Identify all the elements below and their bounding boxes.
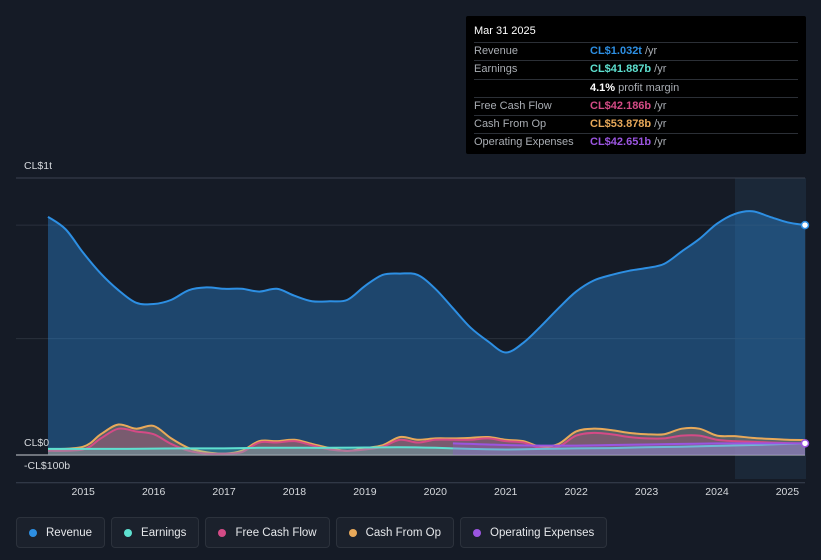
y-tick-label-top: CL$1t (24, 160, 53, 172)
x-tick-label: 2018 (283, 486, 307, 498)
x-tick-label: 2020 (424, 486, 448, 498)
tooltip-panel: Mar 31 2025 Revenue CL$1.032t/yr Earnings C… (466, 16, 806, 154)
legend-dot-icon (29, 528, 37, 537)
tooltip-row-unit: /yr (644, 45, 658, 57)
tooltip-row-unit: /yr (654, 118, 667, 131)
series-layer (47, 210, 806, 455)
x-tick-label: 2019 (353, 486, 377, 498)
end-markers (800, 220, 810, 448)
operating-expenses-end-marker (800, 439, 810, 448)
x-tick-label: 2024 (705, 486, 729, 498)
tooltip-row-value: CL$41.887b (590, 63, 652, 76)
tooltip-row-unit: /yr (654, 99, 667, 112)
x-tick-label: 2025 (776, 486, 800, 498)
legend-item-revenue[interactable]: Revenue (16, 517, 106, 548)
revenue-end-marker (800, 220, 810, 230)
legend-item-free-cash-flow[interactable]: Free Cash Flow (205, 517, 330, 548)
tooltip-row-label: Earnings (474, 63, 518, 76)
revenue-line (47, 210, 806, 354)
tooltip-row: Revenue CL$1.032t/yr (474, 42, 798, 60)
tooltip-row-value: 4.1% (590, 81, 616, 94)
tooltip-row-label (474, 80, 590, 97)
tooltip-row: Earnings CL$41.887b/yr (474, 60, 798, 78)
tooltip-row-label: Cash From Op (474, 118, 547, 131)
highlight-band (735, 178, 806, 479)
grid (16, 177, 805, 484)
tooltip-rows: Revenue CL$1.032t/yr Earnings CL$41.887b/yr… (474, 42, 798, 152)
tooltip-row: Free Cash Flow CL$42.186b/yr (474, 96, 798, 115)
y-tick-label-zero: CL$0 (24, 437, 50, 449)
x-tick-label: 2021 (494, 486, 518, 498)
legend-label: Cash From Op (365, 526, 442, 539)
tooltip-row-label: Operating Expenses (474, 136, 574, 149)
tooltip-date: Mar 31 2025 (474, 25, 536, 37)
x-tick-label: 2017 (212, 486, 236, 498)
legend-dot-icon (124, 528, 133, 537)
y-tick-label-bottom: -CL$100b (24, 460, 71, 472)
free-cash-flow-line (47, 427, 806, 455)
x-tick-label: 2015 (72, 486, 96, 498)
legend-dot-icon (348, 528, 357, 537)
tooltip-row-value: CL$53.878b (590, 118, 652, 131)
x-axis: 2015 2016 2017 2018 2019 2020 2021 2022 2023 2024… (72, 486, 800, 498)
tooltip-row-value: CL$42.186b (590, 99, 652, 112)
tooltip-row-value: CL$42.651b (590, 136, 652, 149)
earnings-area (48, 443, 805, 455)
tooltip-row-unit: /yr (654, 136, 667, 149)
legend: Revenue Earnings Free Cash Flow Cash From O… (16, 517, 608, 548)
tooltip-row: Cash From Op CL$53.878b/yr (474, 115, 798, 133)
x-tick-label: 2023 (635, 486, 659, 498)
legend-label: Operating Expenses (490, 526, 595, 539)
legend-item-operating-expenses[interactable]: Operating Expenses (460, 517, 608, 548)
legend-label: Free Cash Flow (235, 526, 317, 539)
x-tick-label: 2022 (564, 486, 588, 498)
tooltip-row-label: Free Cash Flow (474, 99, 552, 112)
tooltip-row-value: CL$1.032t (590, 45, 642, 57)
revenue-area (48, 211, 805, 455)
legend-label: Revenue (46, 526, 93, 539)
x-tick-label: 2016 (142, 486, 166, 498)
tooltip-row: 4.1% profit margin (474, 78, 798, 97)
tooltip-row-unit: /yr (654, 63, 667, 76)
tooltip-row: Operating Expenses CL$42.651b/yr (474, 133, 798, 151)
legend-dot-icon (218, 528, 227, 537)
tooltip-row-label: Revenue (474, 45, 519, 57)
operating-expenses-line (452, 442, 806, 447)
earnings-line (47, 442, 806, 451)
tooltip-row-unit: profit margin (618, 81, 680, 94)
chart: 2015 2016 2017 2018 2019 2020 2021 2022 2023 2024… (16, 177, 810, 498)
legend-dot-icon (473, 528, 482, 537)
legend-item-earnings[interactable]: Earnings (111, 517, 200, 548)
legend-label: Earnings (141, 526, 187, 539)
legend-item-cash-from-op[interactable]: Cash From Op (335, 517, 455, 548)
